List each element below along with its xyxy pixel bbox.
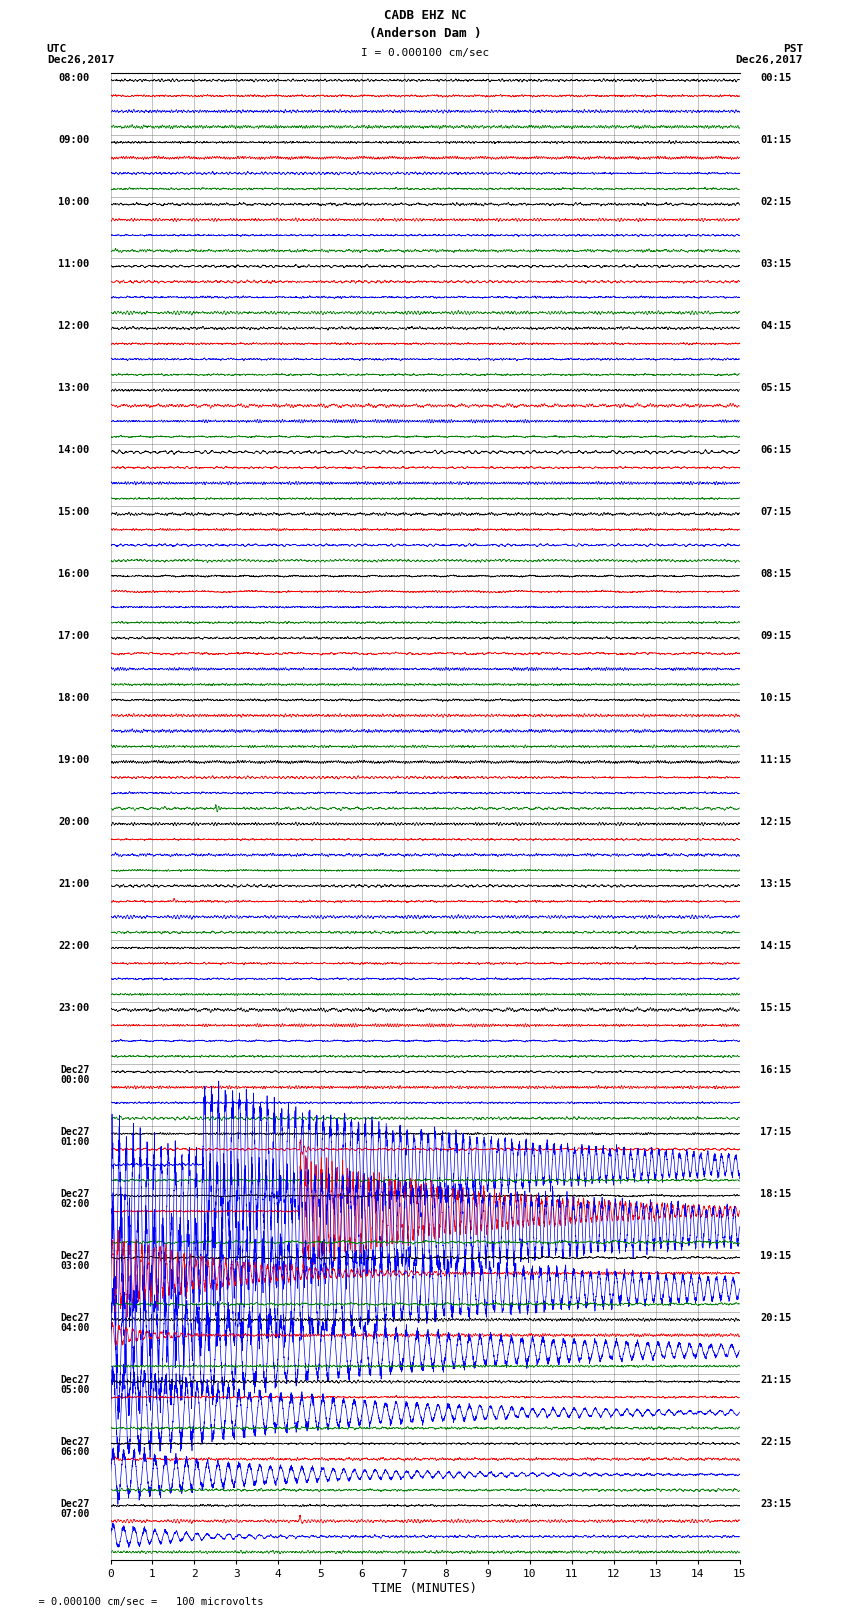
Text: 10:15: 10:15 — [761, 694, 791, 703]
Text: I = 0.000100 cm/sec: I = 0.000100 cm/sec — [361, 48, 489, 58]
Text: 11:00: 11:00 — [59, 260, 89, 269]
Text: 16:00: 16:00 — [59, 569, 89, 579]
Text: 11:15: 11:15 — [761, 755, 791, 765]
Text: 00:15: 00:15 — [761, 73, 791, 84]
Text: 17:00: 17:00 — [59, 631, 89, 640]
Text: = 0.000100 cm/sec =   100 microvolts: = 0.000100 cm/sec = 100 microvolts — [26, 1597, 263, 1607]
Text: Dec27
02:00: Dec27 02:00 — [60, 1189, 89, 1208]
Text: 19:15: 19:15 — [761, 1250, 791, 1261]
Text: 02:15: 02:15 — [761, 197, 791, 208]
Text: 21:15: 21:15 — [761, 1374, 791, 1384]
Text: 15:15: 15:15 — [761, 1003, 791, 1013]
Text: Dec27
00:00: Dec27 00:00 — [60, 1065, 89, 1086]
Text: 23:00: 23:00 — [59, 1003, 89, 1013]
Text: (Anderson Dam ): (Anderson Dam ) — [369, 27, 481, 40]
Text: 16:15: 16:15 — [761, 1065, 791, 1074]
Text: 03:15: 03:15 — [761, 260, 791, 269]
Text: 09:15: 09:15 — [761, 631, 791, 640]
Text: 22:00: 22:00 — [59, 940, 89, 952]
Text: 06:15: 06:15 — [761, 445, 791, 455]
Text: UTC: UTC — [47, 44, 67, 53]
Text: PST: PST — [783, 44, 803, 53]
Text: Dec27
01:00: Dec27 01:00 — [60, 1127, 89, 1147]
Text: 18:00: 18:00 — [59, 694, 89, 703]
Text: 21:00: 21:00 — [59, 879, 89, 889]
Text: 05:15: 05:15 — [761, 384, 791, 394]
Text: 12:15: 12:15 — [761, 816, 791, 827]
Text: 10:00: 10:00 — [59, 197, 89, 208]
Text: Dec27
04:00: Dec27 04:00 — [60, 1313, 89, 1332]
Text: 08:00: 08:00 — [59, 73, 89, 84]
Text: 20:00: 20:00 — [59, 816, 89, 827]
Text: 19:00: 19:00 — [59, 755, 89, 765]
Text: 13:00: 13:00 — [59, 384, 89, 394]
Text: 17:15: 17:15 — [761, 1127, 791, 1137]
Text: 14:00: 14:00 — [59, 445, 89, 455]
Text: 07:15: 07:15 — [761, 506, 791, 518]
Text: Dec27
05:00: Dec27 05:00 — [60, 1374, 89, 1395]
Text: Dec27
07:00: Dec27 07:00 — [60, 1498, 89, 1518]
Text: CADB EHZ NC: CADB EHZ NC — [383, 10, 467, 23]
Text: 23:15: 23:15 — [761, 1498, 791, 1508]
Text: Dec26,2017: Dec26,2017 — [47, 55, 114, 65]
Text: 04:15: 04:15 — [761, 321, 791, 331]
Text: Dec26,2017: Dec26,2017 — [736, 55, 803, 65]
Text: 14:15: 14:15 — [761, 940, 791, 952]
Text: 12:00: 12:00 — [59, 321, 89, 331]
Text: 22:15: 22:15 — [761, 1437, 791, 1447]
Text: 01:15: 01:15 — [761, 135, 791, 145]
Text: 08:15: 08:15 — [761, 569, 791, 579]
X-axis label: TIME (MINUTES): TIME (MINUTES) — [372, 1582, 478, 1595]
Text: 13:15: 13:15 — [761, 879, 791, 889]
Text: 20:15: 20:15 — [761, 1313, 791, 1323]
Text: Dec27
03:00: Dec27 03:00 — [60, 1250, 89, 1271]
Text: 18:15: 18:15 — [761, 1189, 791, 1198]
Text: Dec27
06:00: Dec27 06:00 — [60, 1437, 89, 1457]
Text: 09:00: 09:00 — [59, 135, 89, 145]
Text: 15:00: 15:00 — [59, 506, 89, 518]
